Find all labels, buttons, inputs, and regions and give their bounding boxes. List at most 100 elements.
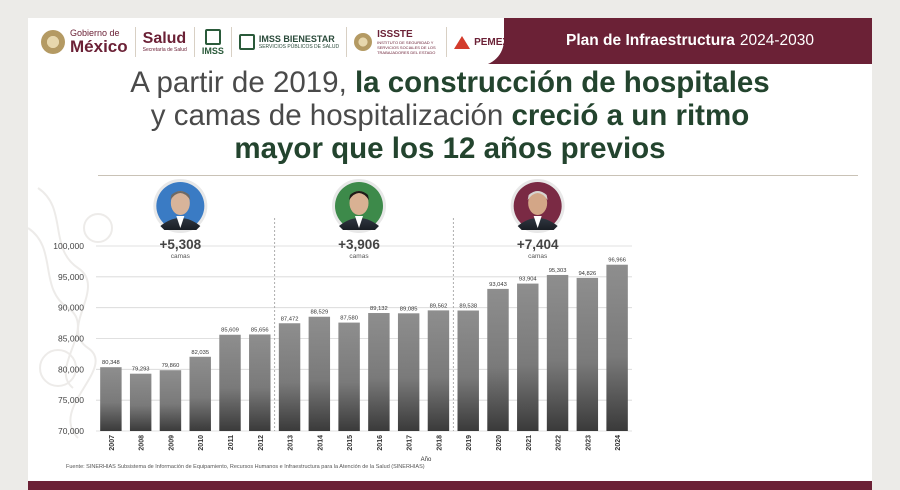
footer-band	[28, 481, 872, 490]
x-tick-label: 2009	[168, 435, 175, 451]
bar	[189, 356, 211, 431]
bar-value-label: 89,538	[459, 304, 477, 310]
bar	[457, 310, 479, 431]
politician-portrait-icon	[153, 179, 208, 233]
y-tick-label: 100,000	[53, 241, 84, 251]
logo-salud-sub: Secretaría de Salud	[142, 47, 187, 53]
portrait-hair	[527, 191, 548, 200]
logo-pemex-text: PEMEX	[474, 36, 510, 48]
portrait-shirt	[355, 216, 363, 228]
politician-portrait-icon	[332, 179, 386, 233]
x-tick-label: 2012	[258, 435, 265, 451]
portrait-shirt	[533, 216, 542, 228]
x-tick-label: 2017	[407, 435, 414, 451]
x-tick-label: 2021	[526, 435, 533, 451]
x-tick-label: 2023	[585, 435, 592, 451]
logo-gobierno: Gobierno de México	[34, 27, 136, 57]
bar-value-label: 89,132	[370, 306, 388, 312]
bar-value-label: 96,966	[608, 258, 626, 264]
x-tick-label: 2019	[466, 435, 473, 451]
bar-value-label: 94,826	[578, 271, 596, 277]
slide: Gobierno de México Salud Secretaría de S…	[28, 18, 872, 490]
logo-imss-bienestar: IMSS BIENESTAR SERVICIOS PÚBLICOS DE SAL…	[232, 27, 348, 57]
period-delta: +3,906	[338, 237, 380, 252]
y-tick-label: 90,000	[58, 303, 84, 313]
bar	[487, 288, 509, 431]
bar	[368, 313, 390, 431]
bar-value-label: 95,303	[549, 268, 567, 274]
headline-line-2: y camas de hospitalización creció a un r…	[28, 99, 872, 132]
period-unit: camas	[171, 253, 191, 260]
portrait-hair	[170, 191, 191, 200]
logo-gobierno-big: México	[70, 37, 128, 56]
bar	[397, 313, 420, 431]
logo-imss-text: IMSS	[201, 45, 224, 56]
portrait-hair	[349, 191, 369, 200]
portrait-shirt	[176, 216, 185, 228]
bar	[278, 323, 301, 431]
period-delta: +7,404	[517, 237, 559, 252]
bar-value-label: 85,656	[251, 327, 269, 333]
x-tick-label: 2018	[436, 435, 443, 451]
portrait-face	[170, 191, 190, 215]
bar-value-label: 93,904	[519, 277, 538, 283]
headline-line1-bold: la construcción de hospitales	[354, 66, 770, 99]
bar	[338, 322, 360, 431]
pemex-flame-icon	[454, 35, 471, 49]
x-tick-label: 2014	[317, 435, 324, 451]
x-tick-label: 2011	[228, 435, 235, 450]
x-tick-label: 2010	[198, 435, 205, 451]
x-tick-label: 2016	[377, 435, 384, 451]
logo-issste-text: ISSSTE	[377, 29, 413, 40]
y-tick-label: 80,000	[58, 364, 84, 374]
x-axis-title: Año	[421, 457, 432, 463]
headline-line3-bold: mayor que los 12 años previos	[234, 132, 666, 165]
decorative-pattern	[28, 187, 113, 439]
headline-rule	[98, 175, 858, 176]
logo-bienestar-text: IMSS BIENESTAR	[258, 34, 335, 44]
logo-imss: IMSS	[195, 27, 232, 57]
bar-value-label: 80,348	[102, 360, 120, 366]
imss-bienestar-emblem-icon	[238, 34, 255, 50]
bar-value-label: 88,529	[310, 310, 328, 316]
x-tick-label: 2020	[496, 435, 503, 451]
logo-strip: Gobierno de México Salud Secretaría de S…	[28, 18, 509, 66]
bar	[308, 316, 331, 431]
plan-title-years: 2024-2030	[739, 32, 814, 49]
x-tick-label: 2008	[139, 435, 146, 451]
issste-emblem-icon	[354, 33, 373, 51]
bar	[576, 277, 599, 431]
imss-emblem-icon	[204, 28, 221, 45]
y-tick-label: 70,000	[58, 426, 84, 436]
logo-salud: Salud Secretaría de Salud	[136, 27, 195, 57]
y-tick-label: 85,000	[58, 334, 84, 344]
eagle-seal-icon	[41, 30, 65, 54]
y-tick-label: 95,000	[58, 272, 84, 282]
logo-gobierno-small: Gobierno de	[70, 28, 120, 38]
headline: A partir de 2019, la construcción de hos…	[28, 66, 872, 165]
x-tick-label: 2022	[556, 435, 563, 451]
bar	[517, 283, 539, 431]
x-tick-label: 2013	[288, 435, 295, 451]
bar	[606, 264, 628, 431]
bar-value-label: 89,562	[430, 303, 448, 309]
headline-line-1: A partir de 2019, la construcción de hos…	[28, 66, 872, 99]
headline-line2-bold: creció a un ritmo	[511, 99, 750, 132]
bar-value-label: 87,472	[281, 316, 299, 322]
x-tick-label: 2007	[109, 435, 116, 451]
portrait-face	[528, 191, 548, 215]
bar-value-label: 82,035	[191, 350, 209, 356]
bar	[100, 367, 122, 431]
logo-issste: ISSSTE INSTITUTO DE SEGURIDAD Y SERVICIO…	[347, 27, 448, 57]
bar	[546, 274, 569, 431]
bar-value-label: 85,609	[221, 328, 239, 334]
source-note: Fuente: SINERHIAS Subsistema de Informac…	[66, 464, 425, 470]
logo-bienestar-sub: SERVICIOS PÚBLICOS DE SALUD	[258, 44, 340, 50]
bar-value-label: 79,293	[132, 367, 150, 373]
period-unit: camas	[349, 253, 369, 260]
bar-value-label: 87,580	[340, 316, 358, 322]
logo-salud-text: Salud	[142, 30, 187, 47]
bar-value-label: 93,043	[489, 282, 507, 288]
bar	[249, 334, 271, 431]
politician-portrait-icon	[510, 179, 565, 233]
